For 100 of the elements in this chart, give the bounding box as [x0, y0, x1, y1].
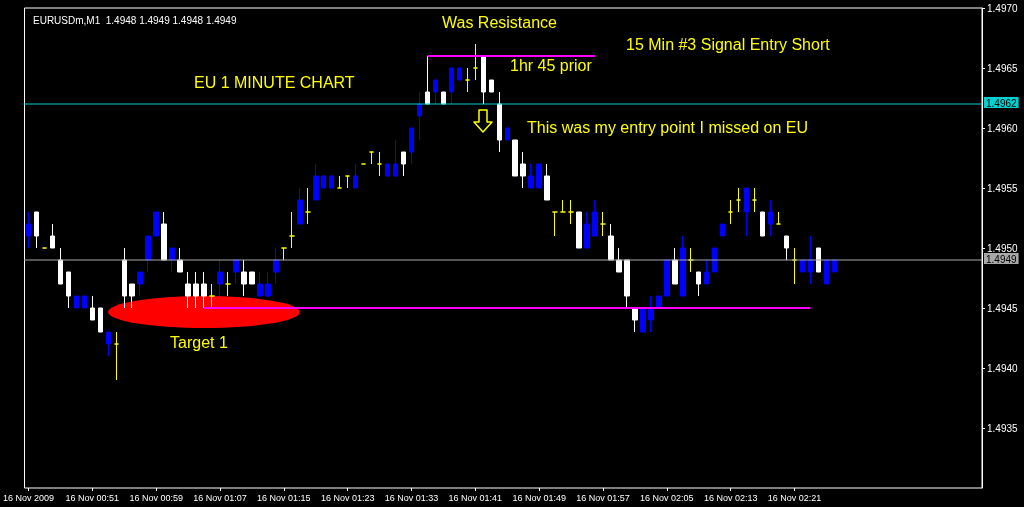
- candlestick: [520, 151, 526, 189]
- candlestick: [241, 259, 247, 297]
- candlestick: [177, 247, 183, 273]
- candlestick: [201, 271, 207, 309]
- candlestick: [114, 331, 119, 381]
- candlestick: [409, 127, 414, 165]
- candlestick: [369, 151, 374, 165]
- y-tick-label: 1.4960: [987, 122, 1019, 134]
- annotation: 1hr 45 prior: [510, 56, 593, 74]
- x-tick-label: 16 Nov 01:33: [384, 492, 439, 503]
- ref-line-label: 1.4962: [986, 97, 1018, 109]
- candlestick: [385, 163, 390, 177]
- candlestick: [672, 247, 678, 285]
- candlestick: [82, 295, 87, 309]
- candlestick: [185, 271, 191, 309]
- candlestick: [688, 247, 694, 273]
- candlestick: [297, 187, 303, 225]
- candlestick: [209, 283, 215, 309]
- candlestick: [305, 187, 311, 225]
- annotation: 15 Min #3 Signal Entry Short: [626, 35, 831, 53]
- candlestick: [712, 247, 717, 273]
- candlestick: [289, 211, 295, 249]
- candlestick: [816, 247, 821, 273]
- candlestick: [776, 211, 781, 225]
- candlestick: [760, 211, 765, 237]
- x-tick-label: 16 Nov 01:15: [257, 492, 311, 503]
- candlestick: [193, 271, 199, 309]
- candlestick: [736, 187, 741, 213]
- annotation: This was my entry point I missed on EU: [527, 118, 808, 136]
- candlestick: [632, 307, 638, 333]
- candlestick: [225, 271, 231, 297]
- candlestick: [608, 223, 614, 261]
- text: EURUSDm,M1 1.4948 1.4949 1.4948 1.4949: [33, 14, 237, 26]
- candlestick: [321, 175, 326, 189]
- y-tick-label: 1.4955: [987, 182, 1019, 194]
- candlestick: [744, 187, 749, 237]
- candlestick: [552, 211, 558, 237]
- candlestick: [137, 271, 143, 297]
- ref-line-label: 1.4949: [986, 253, 1018, 265]
- candlestick: [696, 271, 701, 297]
- x-tick-label: 16 Nov 02:13: [703, 492, 758, 503]
- candlestick: [489, 79, 494, 93]
- candlestick: [528, 163, 534, 189]
- annotation: Was Resistance: [442, 13, 558, 31]
- candlestick: [90, 295, 95, 321]
- candlestick: [640, 307, 646, 333]
- candlestick: [337, 175, 342, 189]
- candlestick: [281, 247, 287, 261]
- candlestick: [544, 163, 550, 201]
- candlestick: [481, 55, 486, 105]
- candlestick: [66, 271, 71, 309]
- y-tick-label: 1.4950: [987, 242, 1019, 254]
- candlestick: [752, 187, 757, 213]
- candlestick: [664, 259, 670, 297]
- x-tick-label: 16 Nov 01:23: [320, 492, 375, 503]
- candlestick: [122, 247, 127, 309]
- candlestick: [680, 235, 686, 297]
- candlestick: [34, 211, 39, 249]
- y-tick-label: 1.4940: [987, 362, 1019, 374]
- x-tick-label: 16 Nov 00:59: [129, 492, 183, 503]
- candlestick: [153, 211, 159, 237]
- candlestick: [441, 91, 446, 105]
- x-tick-label: 16 Nov 01:41: [448, 492, 503, 503]
- candlestick: [129, 283, 135, 309]
- candlestick: [353, 163, 358, 189]
- candlestick: [58, 247, 63, 285]
- x-tick-label: 16 Nov 02:21: [767, 492, 822, 503]
- candlestick: [720, 223, 725, 237]
- candlestick: [704, 259, 709, 285]
- candlestick: [417, 91, 422, 141]
- candlestick: [784, 235, 789, 261]
- annotation: Target 1: [170, 333, 228, 351]
- x-tick-label: 16 Nov 2009: [2, 492, 55, 503]
- candlestick: [568, 199, 574, 225]
- candlestick: [728, 199, 733, 225]
- candlestick: [768, 199, 773, 237]
- candlestick: [648, 295, 654, 333]
- x-tick-label: 16 Nov 01:07: [193, 492, 247, 503]
- candlestick: [145, 235, 151, 273]
- candlestick: [401, 151, 406, 177]
- x-tick-label: 16 Nov 01:57: [576, 492, 630, 503]
- candlestick: [560, 199, 566, 213]
- candlestick: [313, 163, 319, 201]
- y-tick-label: 1.4935: [987, 422, 1019, 434]
- candlestick: [616, 247, 622, 273]
- candlestick: [329, 175, 334, 189]
- y-tick-label: 1.4965: [987, 62, 1019, 74]
- candlestick: [584, 211, 590, 249]
- candlestick: [457, 67, 462, 81]
- candlestick: [74, 295, 79, 309]
- candlestick: [233, 259, 239, 285]
- candlestick: [512, 139, 518, 177]
- candlestick: [592, 199, 598, 237]
- candlestick: [257, 271, 263, 297]
- candlestick: [433, 79, 438, 105]
- candlestick: [800, 259, 805, 273]
- annotation: EU 1 MINUTE CHART: [194, 73, 355, 91]
- candlestick: [26, 211, 31, 249]
- candlestick: [106, 331, 111, 357]
- candlestick: [377, 151, 382, 177]
